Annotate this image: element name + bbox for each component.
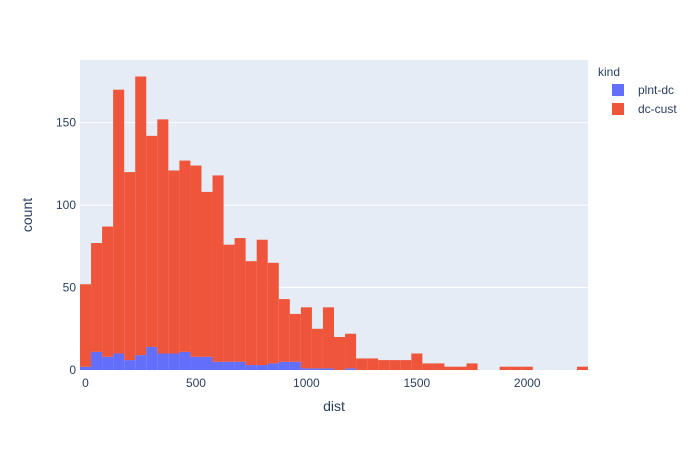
- bar-dc-cust[interactable]: [466, 363, 478, 370]
- bar-plnt-dc[interactable]: [212, 361, 224, 370]
- legend-label-dc-cust: dc-cust: [638, 102, 677, 116]
- bar-dc-cust[interactable]: [289, 313, 301, 362]
- bar-plnt-dc[interactable]: [102, 356, 114, 370]
- bar-plnt-dc[interactable]: [201, 356, 213, 370]
- bar-plnt-dc[interactable]: [256, 365, 268, 370]
- bar-plnt-dc[interactable]: [157, 353, 169, 370]
- bar-dc-cust[interactable]: [389, 360, 401, 370]
- x-tick-label: 1500: [403, 376, 430, 390]
- x-tick-label: 0: [82, 376, 89, 390]
- bar-dc-cust[interactable]: [455, 366, 467, 370]
- x-axis-title: dist: [323, 398, 345, 414]
- bar-plnt-dc[interactable]: [223, 361, 235, 370]
- bar-dc-cust[interactable]: [124, 172, 136, 361]
- bar-dc-cust[interactable]: [168, 170, 180, 354]
- bar-plnt-dc[interactable]: [245, 365, 257, 370]
- bar-plnt-dc[interactable]: [345, 368, 357, 370]
- bar-plnt-dc[interactable]: [267, 363, 279, 370]
- bar-dc-cust[interactable]: [510, 366, 522, 370]
- bar-dc-cust[interactable]: [256, 239, 268, 366]
- bar-plnt-dc[interactable]: [289, 361, 301, 370]
- bar-plnt-dc[interactable]: [278, 361, 290, 370]
- bar-plnt-dc[interactable]: [311, 368, 323, 370]
- bar-plnt-dc[interactable]: [146, 346, 158, 370]
- bar-dc-cust[interactable]: [576, 366, 588, 370]
- x-tick-label: 1000: [293, 376, 320, 390]
- bar-dc-cust[interactable]: [135, 76, 147, 356]
- bar-plnt-dc[interactable]: [322, 368, 334, 370]
- bar-dc-cust[interactable]: [234, 238, 246, 362]
- bar-dc-cust[interactable]: [444, 366, 456, 370]
- bar-dc-cust[interactable]: [499, 366, 511, 370]
- bar-dc-cust[interactable]: [411, 353, 423, 370]
- bar-plnt-dc[interactable]: [168, 353, 180, 370]
- bar-plnt-dc[interactable]: [80, 366, 92, 370]
- bar-dc-cust[interactable]: [201, 191, 213, 357]
- bar-plnt-dc[interactable]: [190, 356, 202, 370]
- bar-dc-cust[interactable]: [102, 226, 114, 357]
- bar-dc-cust[interactable]: [278, 299, 290, 362]
- bar-dc-cust[interactable]: [345, 333, 357, 369]
- legend-title: kind: [598, 65, 620, 79]
- bar-plnt-dc[interactable]: [113, 353, 125, 370]
- bar-dc-cust[interactable]: [80, 284, 92, 367]
- bar-plnt-dc[interactable]: [124, 360, 136, 370]
- y-tick-label: 0: [69, 363, 76, 377]
- x-tick-label: 2000: [514, 376, 541, 390]
- bar-dc-cust[interactable]: [245, 261, 257, 366]
- bar-dc-cust[interactable]: [91, 243, 103, 352]
- bar-plnt-dc[interactable]: [135, 355, 147, 370]
- legend-swatch-plnt-dc: [612, 84, 624, 96]
- bar-dc-cust[interactable]: [179, 160, 191, 352]
- bar-dc-cust[interactable]: [356, 358, 368, 370]
- bar-dc-cust[interactable]: [521, 366, 533, 370]
- bar-dc-cust[interactable]: [378, 360, 390, 370]
- y-tick-label: 100: [56, 198, 76, 212]
- bar-dc-cust[interactable]: [146, 135, 158, 347]
- y-tick-label: 150: [56, 116, 76, 130]
- legend-item-plnt-dc[interactable]: plnt-dc: [612, 83, 674, 97]
- bar-dc-cust[interactable]: [334, 337, 346, 370]
- y-tick-label: 50: [63, 281, 77, 295]
- bar-dc-cust[interactable]: [190, 165, 202, 357]
- bar-dc-cust[interactable]: [157, 119, 169, 354]
- legend-label-plnt-dc: plnt-dc: [638, 83, 674, 97]
- bars: [80, 76, 588, 370]
- bar-dc-cust[interactable]: [267, 262, 279, 364]
- bar-plnt-dc[interactable]: [179, 351, 191, 370]
- legend: kind plnt-dc dc-cust: [598, 65, 677, 116]
- bar-dc-cust[interactable]: [422, 363, 434, 370]
- bar-dc-cust[interactable]: [367, 358, 379, 370]
- bar-plnt-dc[interactable]: [91, 351, 103, 370]
- bar-dc-cust[interactable]: [322, 307, 334, 369]
- bar-dc-cust[interactable]: [113, 89, 125, 354]
- bar-dc-cust[interactable]: [311, 328, 323, 369]
- y-tick-labels: 0 50 100 150: [56, 116, 76, 377]
- y-axis-title: count: [19, 198, 35, 232]
- bar-dc-cust[interactable]: [433, 363, 445, 370]
- bar-plnt-dc[interactable]: [300, 368, 312, 370]
- bar-dc-cust[interactable]: [223, 244, 235, 362]
- x-tick-labels: 0 500 1000 1500 2000: [82, 376, 541, 390]
- legend-swatch-dc-cust: [612, 103, 624, 115]
- bar-dc-cust[interactable]: [300, 307, 312, 369]
- bar-plnt-dc[interactable]: [234, 361, 246, 370]
- bar-dc-cust[interactable]: [400, 360, 412, 370]
- bar-dc-cust[interactable]: [212, 175, 224, 362]
- legend-item-dc-cust[interactable]: dc-cust: [612, 102, 677, 116]
- x-tick-label: 500: [186, 376, 206, 390]
